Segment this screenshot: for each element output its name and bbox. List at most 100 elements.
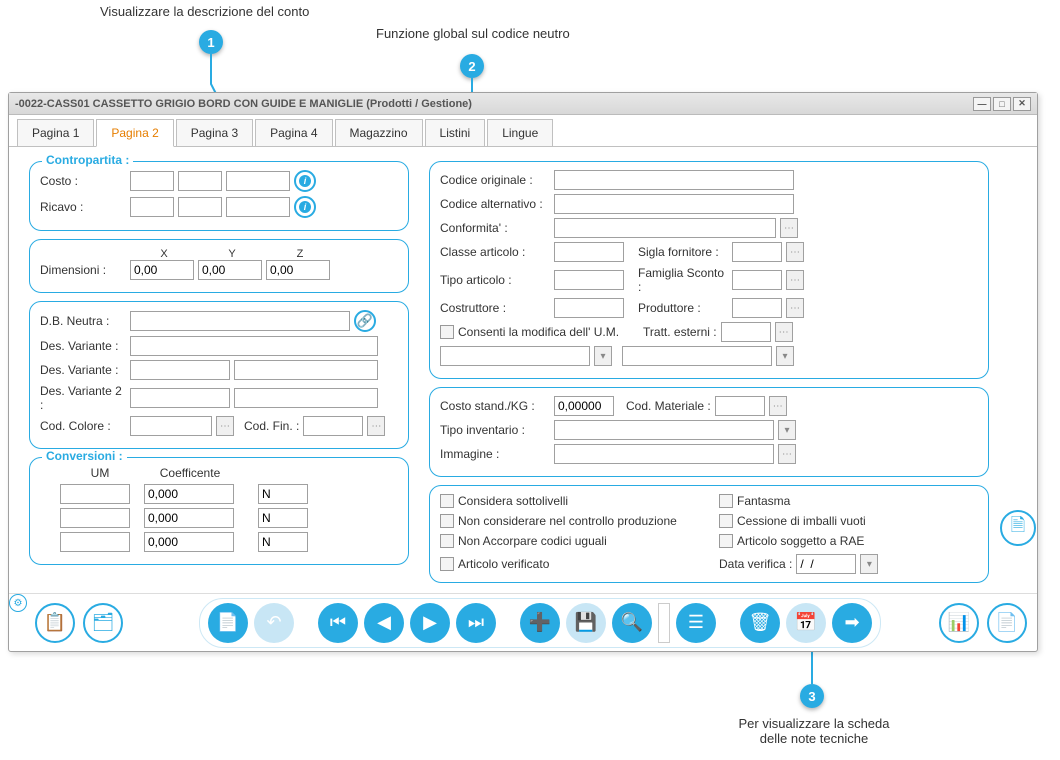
gear-icon[interactable]: ⚙ (9, 594, 27, 612)
tipo-inv-input[interactable] (554, 420, 774, 440)
costo-stand-input[interactable] (554, 396, 614, 416)
famiglia-input[interactable] (732, 270, 782, 290)
produttore-lookup[interactable]: ⋯ (786, 298, 804, 318)
conv-coef-3[interactable] (144, 532, 234, 552)
costo-info-icon[interactable]: i (294, 170, 316, 192)
des-variante-2b-input[interactable] (234, 360, 378, 380)
tab-listini[interactable]: Listini (425, 119, 486, 146)
tab-pagina-4[interactable]: Pagina 4 (255, 119, 332, 146)
tool-undo-button[interactable]: ↶ (254, 603, 294, 643)
consenti-checkbox[interactable] (440, 325, 454, 339)
ricavo-input-3[interactable] (226, 197, 290, 217)
extra-dropdown-1[interactable]: ▾ (594, 346, 612, 366)
sigla-lookup[interactable]: ⋯ (786, 242, 804, 262)
chk-rae[interactable] (719, 534, 733, 548)
chk-fantasma[interactable] (719, 494, 733, 508)
costo-input-3[interactable] (226, 171, 290, 191)
tab-magazzino[interactable]: Magazzino (335, 119, 423, 146)
group-contropartita-title: Contropartita : (42, 153, 133, 167)
note-tecniche-button[interactable]: 🗎 (1000, 510, 1036, 546)
cod-materiale-input[interactable] (715, 396, 765, 416)
cod-colore-lookup[interactable]: ⋯ (216, 416, 234, 436)
conv-n-1[interactable] (258, 484, 308, 504)
tab-pagina-3[interactable]: Pagina 3 (176, 119, 253, 146)
tool-calendar-button[interactable]: 📅 (786, 603, 826, 643)
tool-right-2-button[interactable]: 📄 (987, 603, 1027, 643)
db-neutra-input[interactable] (130, 311, 350, 331)
nav-last-button[interactable]: ⏭ (456, 603, 496, 643)
tab-pagina-2[interactable]: Pagina 2 (96, 119, 173, 147)
conv-coef-2[interactable] (144, 508, 234, 528)
tool-tree-button[interactable]: 🗂 (83, 603, 123, 643)
des-variante-input[interactable] (130, 336, 378, 356)
extra-input-1[interactable] (440, 346, 590, 366)
tratt-lookup[interactable]: ⋯ (775, 322, 793, 342)
chk-imballi[interactable] (719, 514, 733, 528)
tipo-inv-label: Tipo inventario : (440, 423, 550, 437)
tool-search-button[interactable]: 🔍 (612, 603, 652, 643)
produttore-input[interactable] (732, 298, 782, 318)
minimize-button[interactable]: — (973, 97, 991, 111)
conv-n-3[interactable] (258, 532, 308, 552)
cod-fin-input[interactable] (303, 416, 363, 436)
tratt-input[interactable] (721, 322, 771, 342)
dim-x-input[interactable] (130, 260, 194, 280)
tool-save-button[interactable]: 💾 (566, 603, 606, 643)
nav-prev-button[interactable]: ◀ (364, 603, 404, 643)
tool-list-button[interactable]: ☰ (676, 603, 716, 643)
costo-input-1[interactable] (130, 171, 174, 191)
tool-add-button[interactable]: ➕ (520, 603, 560, 643)
tool-paste-button[interactable]: 📄 (208, 603, 248, 643)
cod-materiale-lookup[interactable]: ⋯ (769, 396, 787, 416)
chk-verificato[interactable] (440, 557, 454, 571)
immagine-input[interactable] (554, 444, 774, 464)
close-button[interactable]: ✕ (1013, 97, 1031, 111)
conv-coef-1[interactable] (144, 484, 234, 504)
immagine-lookup[interactable]: ⋯ (778, 444, 796, 464)
conformita-lookup[interactable]: ⋯ (780, 218, 798, 238)
tab-lingue[interactable]: Lingue (487, 119, 553, 146)
data-verifica-dropdown[interactable]: ▾ (860, 554, 878, 574)
link-icon[interactable]: 🔗 (354, 310, 376, 332)
chk-rae-label: Articolo soggetto a RAE (737, 534, 864, 548)
classe-input[interactable] (554, 242, 624, 262)
nav-first-button[interactable]: ⏮ (318, 603, 358, 643)
conv-um-1[interactable] (60, 484, 130, 504)
des-variante-3b-input[interactable] (234, 388, 378, 408)
dim-y-input[interactable] (198, 260, 262, 280)
ricavo-input-1[interactable] (130, 197, 174, 217)
chk-accorpare[interactable] (440, 534, 454, 548)
data-verifica-input[interactable] (796, 554, 856, 574)
tool-copy-button[interactable]: 📋 (35, 603, 75, 643)
tab-pagina-1[interactable]: Pagina 1 (17, 119, 94, 146)
chk-sottolivelli[interactable] (440, 494, 454, 508)
maximize-button[interactable]: □ (993, 97, 1011, 111)
tool-delete-button[interactable]: 🗑 (740, 603, 780, 643)
tipo-inv-dropdown[interactable]: ▾ (778, 420, 796, 440)
des-variante-2a-input[interactable] (130, 360, 230, 380)
extra-dropdown-2[interactable]: ▾ (776, 346, 794, 366)
tipo-art-input[interactable] (554, 270, 624, 290)
tool-exit-button[interactable]: ➡ (832, 603, 872, 643)
famiglia-lookup[interactable]: ⋯ (786, 270, 804, 290)
costruttore-input[interactable] (554, 298, 624, 318)
cod-colore-input[interactable] (130, 416, 212, 436)
chk-controllo[interactable] (440, 514, 454, 528)
des-variante-3a-input[interactable] (130, 388, 230, 408)
toolbar-separator-input[interactable] (658, 603, 670, 643)
conv-n-2[interactable] (258, 508, 308, 528)
dim-z-input[interactable] (266, 260, 330, 280)
cod-fin-lookup[interactable]: ⋯ (367, 416, 385, 436)
sigla-input[interactable] (732, 242, 782, 262)
conformita-input[interactable] (554, 218, 776, 238)
conv-um-2[interactable] (60, 508, 130, 528)
tool-right-1-button[interactable]: 📊 (939, 603, 979, 643)
nav-next-button[interactable]: ▶ (410, 603, 450, 643)
ricavo-input-2[interactable] (178, 197, 222, 217)
costo-input-2[interactable] (178, 171, 222, 191)
conv-um-3[interactable] (60, 532, 130, 552)
cod-orig-input[interactable] (554, 170, 794, 190)
cod-alt-input[interactable] (554, 194, 794, 214)
extra-input-2[interactable] (622, 346, 772, 366)
ricavo-info-icon[interactable]: i (294, 196, 316, 218)
